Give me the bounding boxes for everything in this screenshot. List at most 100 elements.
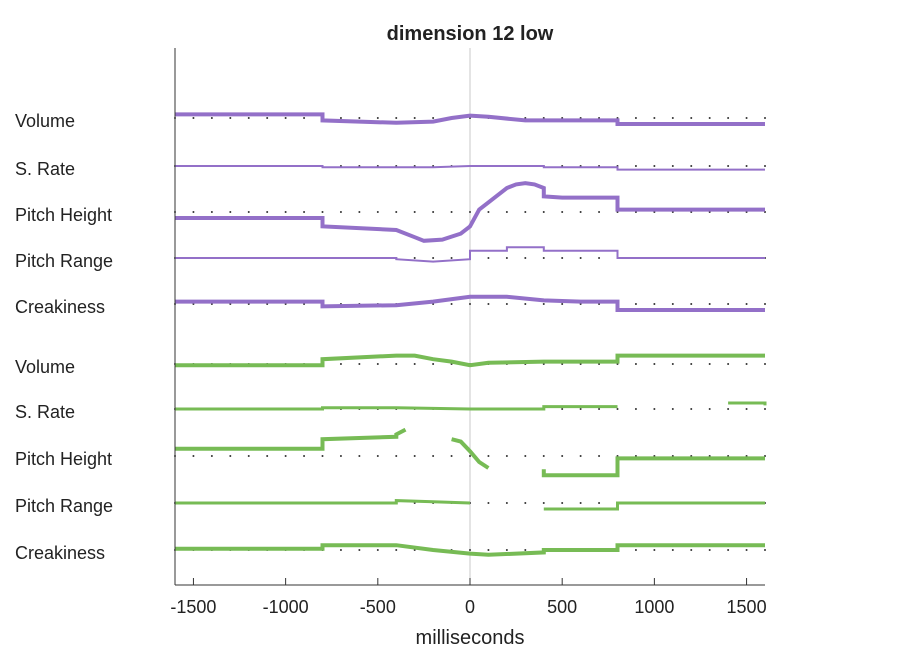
baseline-dot <box>395 211 398 213</box>
baseline-dot <box>764 303 766 305</box>
baseline-dot <box>727 408 730 410</box>
row-label: Creakiness <box>15 543 105 563</box>
baseline-dot <box>229 117 232 119</box>
baseline-dot <box>192 117 195 119</box>
baseline-dot <box>432 117 435 119</box>
green-series-line <box>175 499 471 505</box>
baseline-dot <box>376 211 379 213</box>
baseline-dot <box>395 549 398 551</box>
baseline-dot <box>745 165 748 167</box>
baseline-dot <box>745 117 748 119</box>
baseline-dot <box>561 303 564 305</box>
baseline-dot <box>487 257 490 259</box>
baseline-dot <box>690 303 693 305</box>
baseline-dot <box>542 303 545 305</box>
green-series-line <box>175 543 765 557</box>
baseline-dot <box>432 363 435 365</box>
baseline-dot <box>634 165 637 167</box>
baseline-dot <box>653 117 656 119</box>
x-tick-label: -500 <box>360 597 396 617</box>
baseline-dot <box>634 408 637 410</box>
baseline-dot <box>303 455 306 457</box>
baseline-dot <box>524 257 527 259</box>
baseline-dot <box>671 549 674 551</box>
baseline-dot <box>505 549 508 551</box>
baseline-dot <box>339 363 342 365</box>
baseline-dot <box>505 455 508 457</box>
baseline-dot <box>561 211 564 213</box>
baseline-dot <box>727 117 730 119</box>
baseline-dot <box>579 257 582 259</box>
baseline-dot <box>487 502 490 504</box>
row-label: Pitch Range <box>15 251 113 271</box>
baseline-dot <box>524 549 527 551</box>
baseline-dot <box>413 363 416 365</box>
baseline-dot <box>358 211 361 213</box>
baseline-dot <box>247 117 250 119</box>
baseline-dot <box>542 257 545 259</box>
baseline-dot <box>671 363 674 365</box>
x-axis: -1500 -1000 -500 0 500 1000 1500 <box>170 48 767 617</box>
baseline-dot <box>671 408 674 410</box>
baseline-dot <box>690 117 693 119</box>
baseline-dot <box>524 211 527 213</box>
baseline-dot <box>339 549 342 551</box>
row-label: S. Rate <box>15 159 75 179</box>
baseline-dot <box>339 455 342 457</box>
baseline-dot <box>229 211 232 213</box>
baseline-dot <box>284 211 287 213</box>
row-label: Pitch Height <box>15 449 112 469</box>
baseline-dot <box>561 455 564 457</box>
baseline-dot <box>598 257 601 259</box>
baseline-dot <box>266 117 269 119</box>
x-axis-label: milliseconds <box>416 627 525 649</box>
chart-title: dimension 12 low <box>387 23 554 45</box>
baseline-dot <box>376 363 379 365</box>
baseline-dot <box>395 455 398 457</box>
baseline-dot <box>524 455 527 457</box>
baseline-dot <box>708 408 711 410</box>
purple-series-line <box>175 165 765 171</box>
baseline-dot <box>487 211 490 213</box>
baseline-dot <box>450 455 453 457</box>
baseline-dot <box>690 363 693 365</box>
baseline-dot <box>764 165 766 167</box>
row-label: Volume <box>15 357 75 377</box>
baseline-dot <box>561 257 564 259</box>
baseline-dot <box>634 549 637 551</box>
baseline-dot <box>247 211 250 213</box>
baseline-dot <box>524 502 527 504</box>
baseline-dot <box>376 117 379 119</box>
baseline-dot <box>505 502 508 504</box>
baseline-dot <box>598 408 601 410</box>
baseline-dot <box>339 117 342 119</box>
baseline-dot <box>727 549 730 551</box>
baseline-dot <box>708 165 711 167</box>
baseline-dot <box>671 165 674 167</box>
baseline-dot <box>579 211 582 213</box>
baseline-dot <box>469 303 471 305</box>
baseline-dot <box>764 549 766 551</box>
baseline-dot <box>708 363 711 365</box>
x-tick-label: 0 <box>465 597 475 617</box>
baseline-dot <box>413 211 416 213</box>
baseline-dot <box>542 211 545 213</box>
purple-series-line <box>175 294 765 312</box>
green-series-line <box>175 405 618 411</box>
baseline-dot <box>469 211 471 213</box>
baseline-dot <box>653 303 656 305</box>
baseline-dot <box>450 303 453 305</box>
baseline-dot <box>690 549 693 551</box>
baseline-dot <box>284 455 287 457</box>
baseline-dot <box>210 455 213 457</box>
baseline-dot <box>303 117 306 119</box>
baseline-dot <box>376 455 379 457</box>
baseline-dot <box>524 303 527 305</box>
baseline-dot <box>413 455 416 457</box>
baseline-dot <box>358 549 361 551</box>
baseline-dot <box>764 363 766 365</box>
baseline-dot <box>745 303 748 305</box>
baseline-dot <box>413 117 416 119</box>
baseline-dot <box>192 211 195 213</box>
